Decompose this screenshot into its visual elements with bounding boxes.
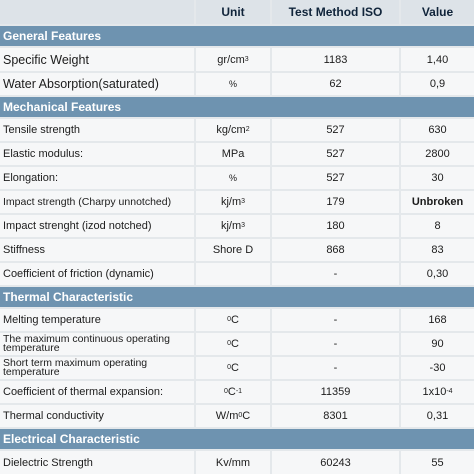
section-mechanical-features: Mechanical Features (0, 97, 474, 117)
table-row: Elastic modulus: MPa 527 2800 (0, 143, 474, 165)
test-method-cell: 868 (272, 239, 399, 261)
table-row: Water Absorption(saturated) % 62 0,9 (0, 73, 474, 95)
property-name: Impact strenght (izod notched) (0, 215, 194, 237)
test-method-cell: - (272, 309, 399, 331)
test-method-cell: 62 (272, 73, 399, 95)
test-method-cell: 1183 (272, 48, 399, 71)
value-cell: 0,30 (401, 263, 474, 285)
property-name: Specific Weight (0, 48, 194, 71)
property-name: Elongation: (0, 167, 194, 189)
table-row: The maximum continuous operating tempera… (0, 333, 474, 355)
value-cell: 630 (401, 119, 474, 141)
test-method-cell: 11359 (272, 381, 399, 403)
unit-cell: Shore D (196, 239, 270, 261)
test-method-cell: 180 (272, 215, 399, 237)
property-name: Coefficient of thermal expansion: (0, 381, 194, 403)
unit-cell: kg/cm 2 (196, 119, 270, 141)
header-empty-cell (0, 0, 194, 24)
table-row: Elongation: % 527 30 (0, 167, 474, 189)
test-method-cell: 60243 (272, 451, 399, 474)
test-method-cell: 527 (272, 167, 399, 189)
value-cell: 83 (401, 239, 474, 261)
table-row: Impact strenght (izod notched) kj/m 3 180… (0, 215, 474, 237)
property-name: Short term maximum operating temperature (0, 357, 194, 379)
property-name: Impact strength (Charpy unnotched) (0, 191, 194, 213)
section-electrical-characteristic: Electrical Characteristic (0, 429, 474, 449)
value-cell: -30 (401, 357, 474, 379)
section-thermal-characteristic: Thermal Characteristic (0, 287, 474, 307)
test-method-cell: - (272, 333, 399, 355)
property-name: Thermal conductivity (0, 405, 194, 427)
value-cell: 1,40 (401, 48, 474, 71)
unit-cell: kj/m 3 (196, 191, 270, 213)
value-cell: 30 (401, 167, 474, 189)
header-test-method: Test Method ISO (272, 0, 399, 24)
property-name: Melting temperature (0, 309, 194, 331)
test-method-cell: 8301 (272, 405, 399, 427)
value-cell: 0,9 (401, 73, 474, 95)
value-cell: Unbroken (401, 191, 474, 213)
property-name: Coefficient of friction (dynamic) (0, 263, 194, 285)
property-name: Stiffness (0, 239, 194, 261)
value-cell: 90 (401, 333, 474, 355)
value-cell: 55 (401, 451, 474, 474)
unit-cell: Kv/mm (196, 451, 270, 474)
value-cell: 1x10 -4 (401, 381, 474, 403)
value-cell: 168 (401, 309, 474, 331)
test-method-cell: 179 (272, 191, 399, 213)
table-row: Short term maximum operating temperature… (0, 357, 474, 379)
table-row: Tensile strength kg/cm 2 527 630 (0, 119, 474, 141)
unit-cell: kj/m 3 (196, 215, 270, 237)
test-method-cell: 527 (272, 143, 399, 165)
header-value: Value (401, 0, 474, 24)
section-general-features: General Features (0, 26, 474, 46)
unit-cell: 0 C -1 (196, 381, 270, 403)
value-cell: 2800 (401, 143, 474, 165)
table-header-row: Unit Test Method ISO Value (0, 0, 474, 24)
property-name: Elastic modulus: (0, 143, 194, 165)
test-method-cell: 527 (272, 119, 399, 141)
property-name: Water Absorption(saturated) (0, 73, 194, 95)
unit-cell: % (196, 167, 270, 189)
table-row: Specific Weight gr/cm 3 1183 1,40 (0, 48, 474, 71)
unit-cell: MPa (196, 143, 270, 165)
value-cell: 8 (401, 215, 474, 237)
table-row: Coefficient of thermal expansion: 0 C -1 1… (0, 381, 474, 403)
test-method-cell: - (272, 263, 399, 285)
value-cell: 0,31 (401, 405, 474, 427)
unit-cell: W/m 0 C (196, 405, 270, 427)
unit-cell: gr/cm 3 (196, 48, 270, 71)
table-row: Coefficient of friction (dynamic) - 0,30 (0, 263, 474, 285)
table-row: Stiffness Shore D 868 83 (0, 239, 474, 261)
property-name: Tensile strength (0, 119, 194, 141)
property-name: Dielectric Strength (0, 451, 194, 474)
unit-cell: % (196, 73, 270, 95)
table-row: Thermal conductivity W/m 0 C 8301 0,31 (0, 405, 474, 427)
table-row: Dielectric Strength Kv/mm 60243 55 (0, 451, 474, 474)
header-unit: Unit (196, 0, 270, 24)
property-name: The maximum continuous operating tempera… (0, 333, 194, 355)
test-method-cell: - (272, 357, 399, 379)
table-row: Impact strength (Charpy unnotched) kj/m 3… (0, 191, 474, 213)
unit-cell (196, 263, 270, 285)
